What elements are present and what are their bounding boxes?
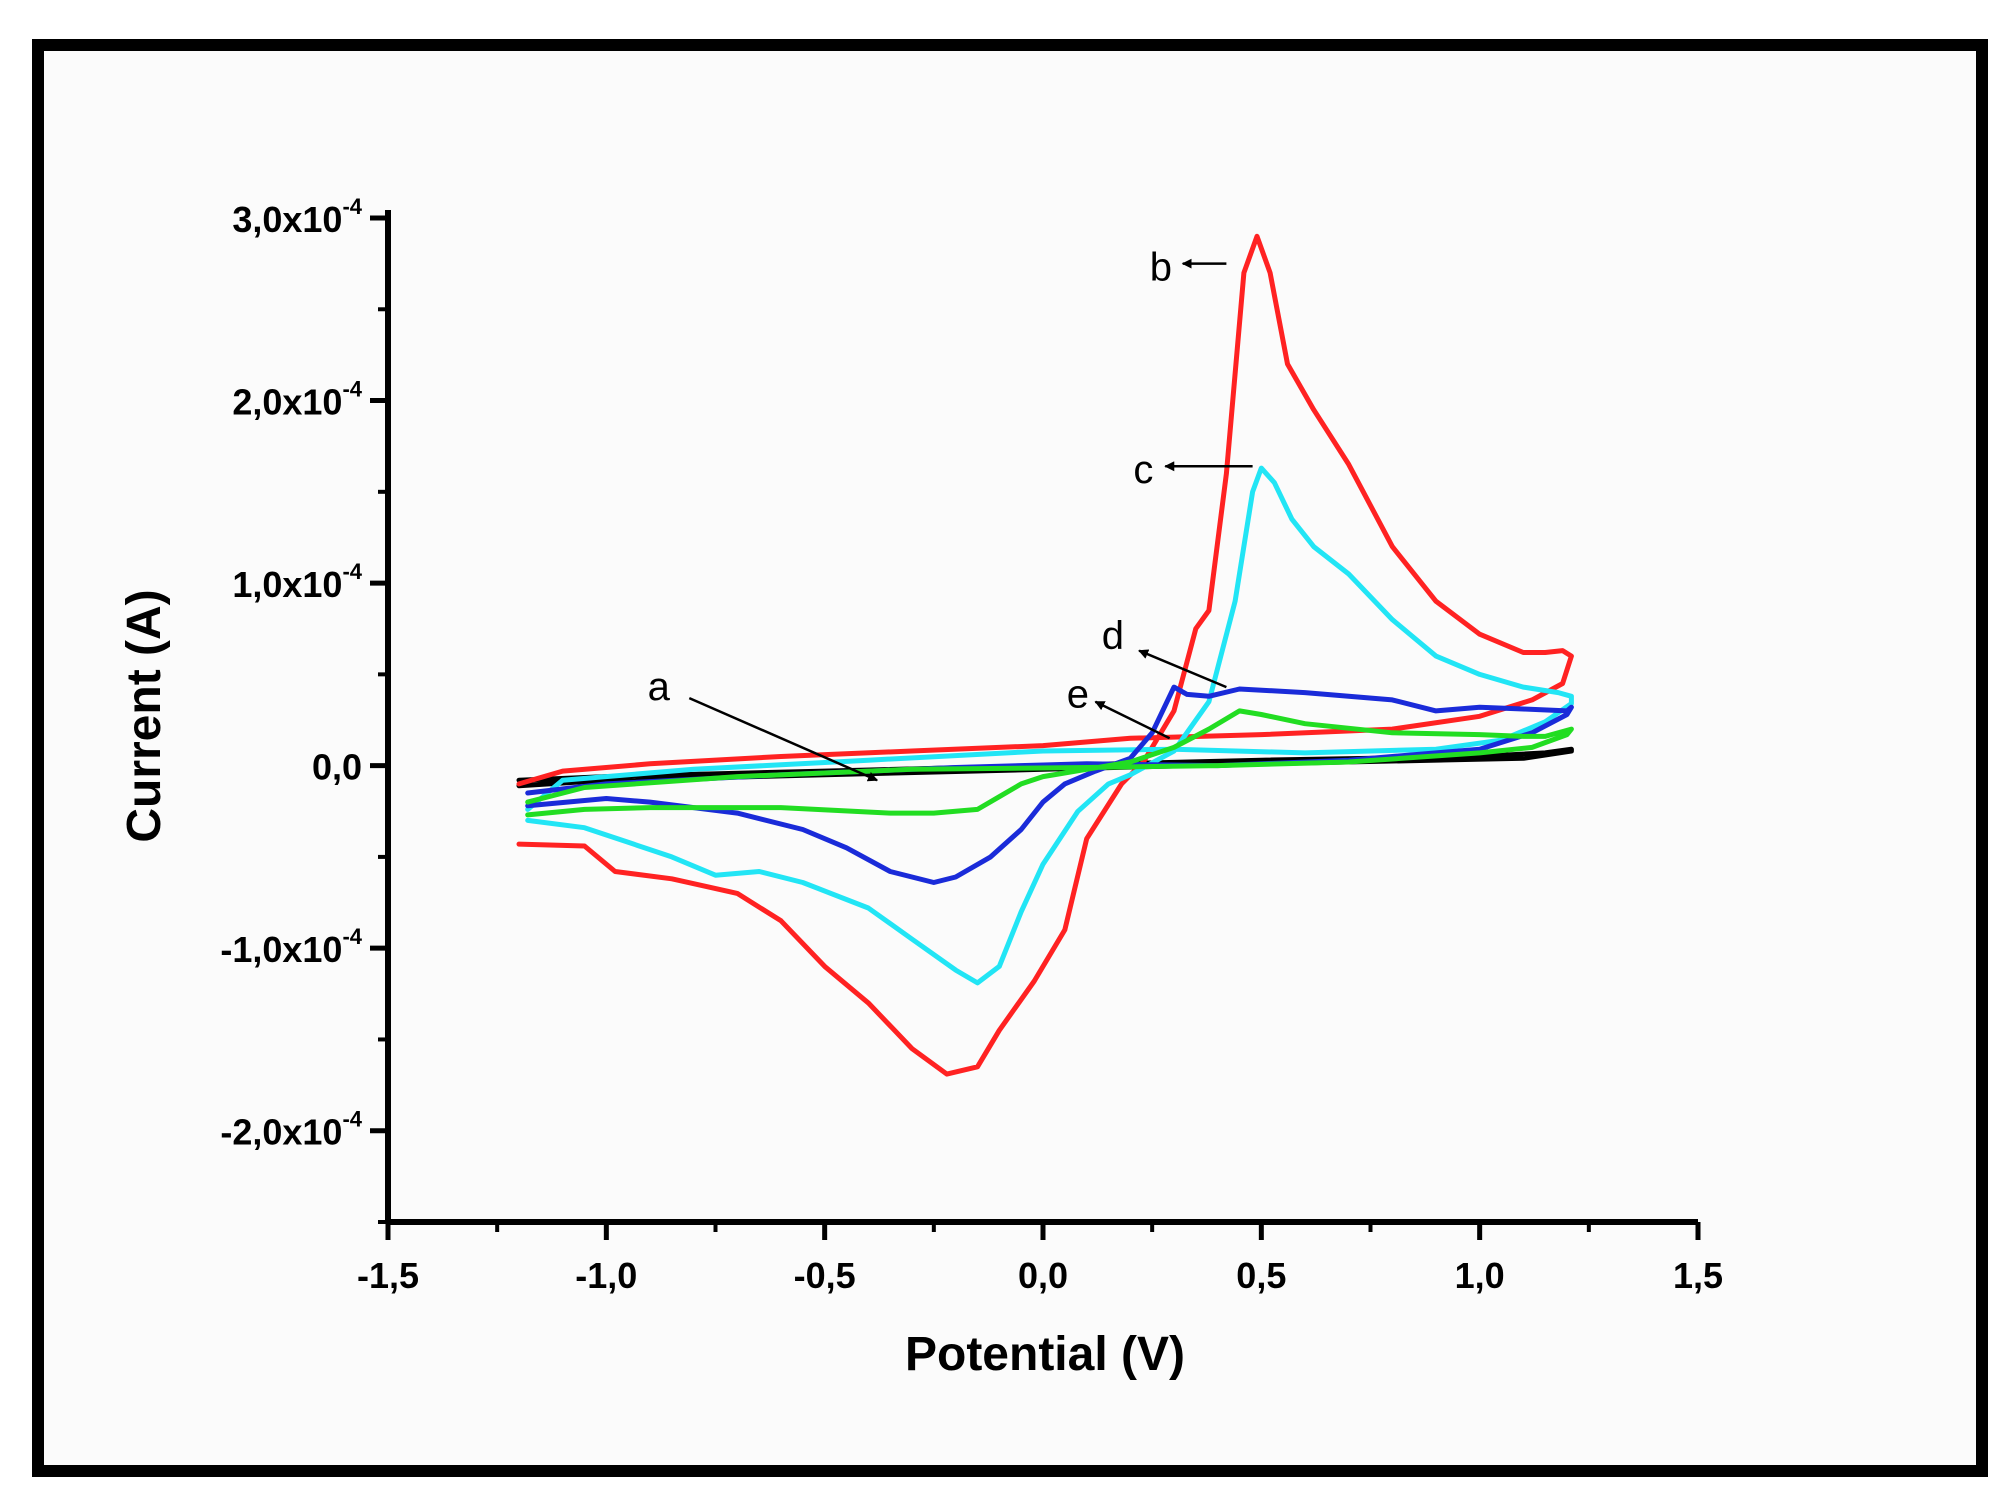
series-line-c (525, 465, 1574, 986)
axes: -1,5 -1,0 -0,5 0,0 0,5 1,0 1,5 3,0x10-4 2,0x10-4… (220, 194, 1723, 1296)
x-tick-label: -1,0 (575, 1255, 637, 1296)
y-tick-label: -2,0x10-4 (220, 1107, 362, 1153)
annotation-arrow-d (1138, 649, 1227, 689)
x-tick-label: -0,5 (794, 1255, 856, 1296)
series-layer (516, 233, 1574, 1077)
series-line-e (525, 708, 1574, 818)
series-line-b (516, 233, 1574, 1077)
annotation-label-a: a (648, 665, 671, 709)
annotation-layer: a b c de (648, 245, 1253, 782)
y-tick-label: 3,0x10-4 (232, 194, 362, 240)
annotation-label-c: c (1133, 448, 1153, 492)
annotation-label-b: b (1150, 245, 1172, 289)
annotation-label-d: d (1102, 614, 1124, 658)
y-tick-label: 2,0x10-4 (232, 377, 362, 423)
annotation-arrow-e (1094, 700, 1171, 740)
x-tick-label: -1,5 (357, 1255, 419, 1296)
y-tick-label: -1,0x10-4 (220, 924, 362, 970)
annotation-label-e: e (1067, 672, 1089, 716)
y-tick-label: 0,0 (312, 747, 362, 788)
x-tick-label: 1,5 (1673, 1255, 1723, 1296)
x-axis-title: Potential (V) (905, 1328, 1185, 1381)
x-tick-label: 0,0 (1018, 1255, 1068, 1296)
y-tick-label: 1,0x10-4 (232, 559, 362, 605)
figure-border (32, 39, 1988, 1477)
y-axis-title: Current (A) (118, 589, 171, 842)
x-tick-label: 1,0 (1455, 1255, 1505, 1296)
x-tick-label: 0,5 (1236, 1255, 1286, 1296)
annotation-arrow-a (688, 696, 878, 782)
